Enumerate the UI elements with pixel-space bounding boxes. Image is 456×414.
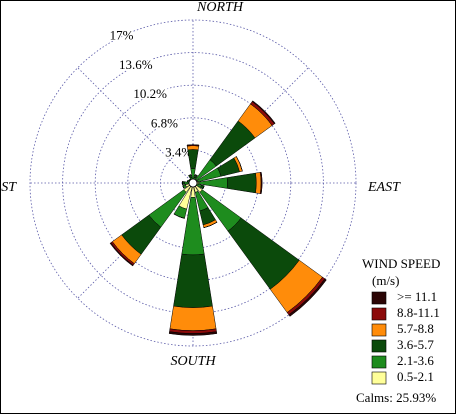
petal-segment	[203, 222, 218, 228]
grid-ring	[29, 19, 357, 347]
legend-swatch	[371, 355, 387, 369]
direction-label: NORTH	[196, 0, 244, 15]
spoke	[77, 67, 194, 184]
grid-ring	[94, 84, 292, 282]
grid-ring	[62, 52, 324, 314]
direction-label: EAST	[367, 180, 401, 195]
r-tick-label: 3.4%	[165, 145, 192, 160]
direction-label: SOUTH	[170, 354, 216, 369]
petal-segment	[169, 305, 217, 331]
r-tick-label: 17%	[110, 27, 134, 42]
legend-label: 8.8-11.1	[397, 305, 440, 320]
r-tick-label: 6.8%	[151, 115, 178, 130]
legend-title: WIND SPEED	[362, 256, 440, 271]
petal-segment	[109, 242, 134, 267]
legend-swatch	[371, 339, 387, 353]
petal-segment	[255, 172, 262, 194]
legend-swatch	[371, 291, 387, 305]
r-tick-label: 13.6%	[119, 57, 153, 72]
legend-swatch	[371, 371, 387, 385]
calm-circle	[188, 178, 198, 188]
petal-segment	[251, 100, 276, 125]
petal-segment	[186, 145, 200, 151]
legend-label: >= 11.1	[397, 289, 437, 304]
legend-swatch	[371, 307, 387, 321]
petal-segment	[260, 172, 263, 194]
legend-label: 0.5-2.1	[397, 369, 434, 384]
annotation: Calms: 25.93%	[356, 390, 436, 405]
legend-swatch	[371, 323, 387, 337]
direction-label: WEST	[0, 180, 17, 195]
petal-segment	[288, 278, 327, 317]
petal-segment	[168, 331, 218, 336]
legend-label: 5.7-8.8	[397, 321, 434, 336]
r-tick-label: 10.2%	[133, 86, 167, 101]
legend-unit: (m/s)	[372, 273, 399, 288]
legend-label: 3.6-5.7	[397, 337, 434, 352]
petal-segment	[173, 213, 185, 219]
legend-label: 2.1-3.6	[397, 353, 434, 368]
